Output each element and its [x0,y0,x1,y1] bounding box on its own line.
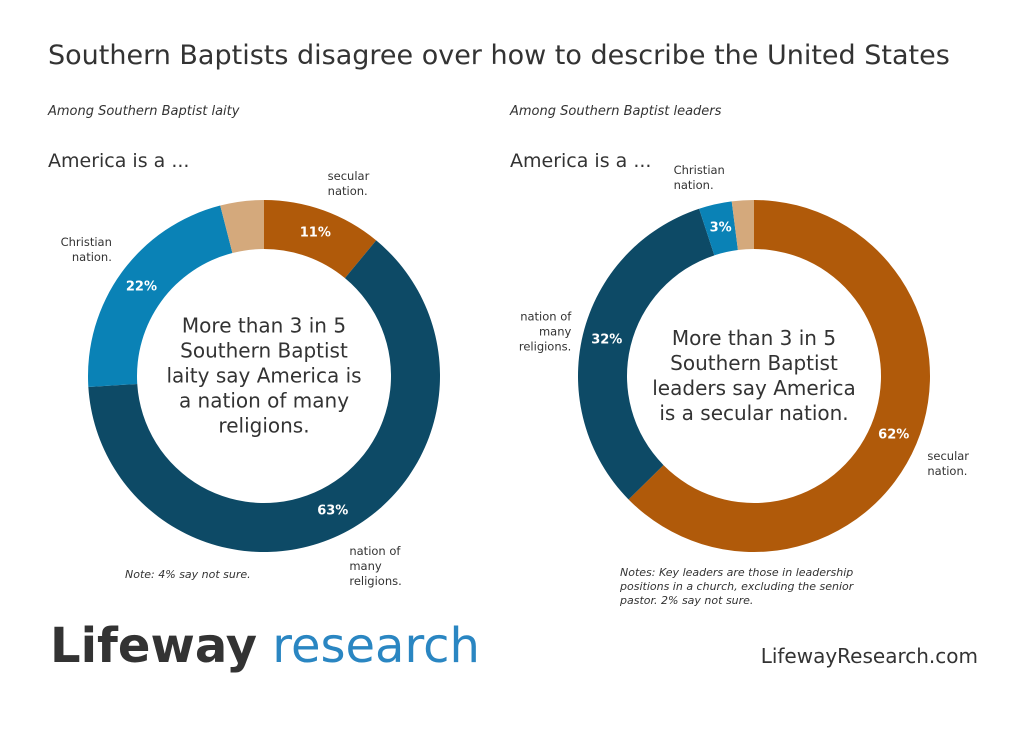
value-label: 32% [591,332,623,348]
heading: America is a ... [48,150,190,172]
category-label: secular nation. [927,448,970,478]
category-label: Christian nation. [60,235,112,265]
subtitle: Among Southern Baptist laity [48,104,240,119]
category-label: nation of many religions. [518,309,572,354]
slice [264,200,377,279]
note: Note: 4% say not sure. [125,568,251,581]
value-label: 62% [878,427,910,443]
value-label: 22% [125,279,157,295]
value-label: 11% [299,225,331,241]
category-label: Christian nation. [673,162,725,192]
logo-name: Lifeway [50,618,258,674]
center-text: More than 3 in 5 Southern Baptist leader… [652,326,856,425]
category-label: nation of many religions. [349,543,402,588]
title: Southern Baptists disagree over how to d… [48,40,950,71]
value-label: 63% [317,503,349,519]
logo-tagline: research [272,618,480,674]
slice [731,200,754,251]
slice [699,201,738,256]
value-label: 3% [709,220,732,236]
slice [628,200,930,552]
slice [87,205,233,388]
slice [88,240,440,553]
note: Notes: Key leaders are those in leadersh… [620,566,854,607]
logo: Lifeway research [50,618,480,674]
heading: America is a ... [510,150,652,172]
subtitle: Among Southern Baptist leaders [510,104,722,119]
category-label: secular nation. [327,169,370,199]
slice [220,200,264,253]
url: LifewayResearch.com [760,644,978,668]
center-text: More than 3 in 5 Southern Baptist laity … [166,313,362,438]
slice [578,208,715,500]
